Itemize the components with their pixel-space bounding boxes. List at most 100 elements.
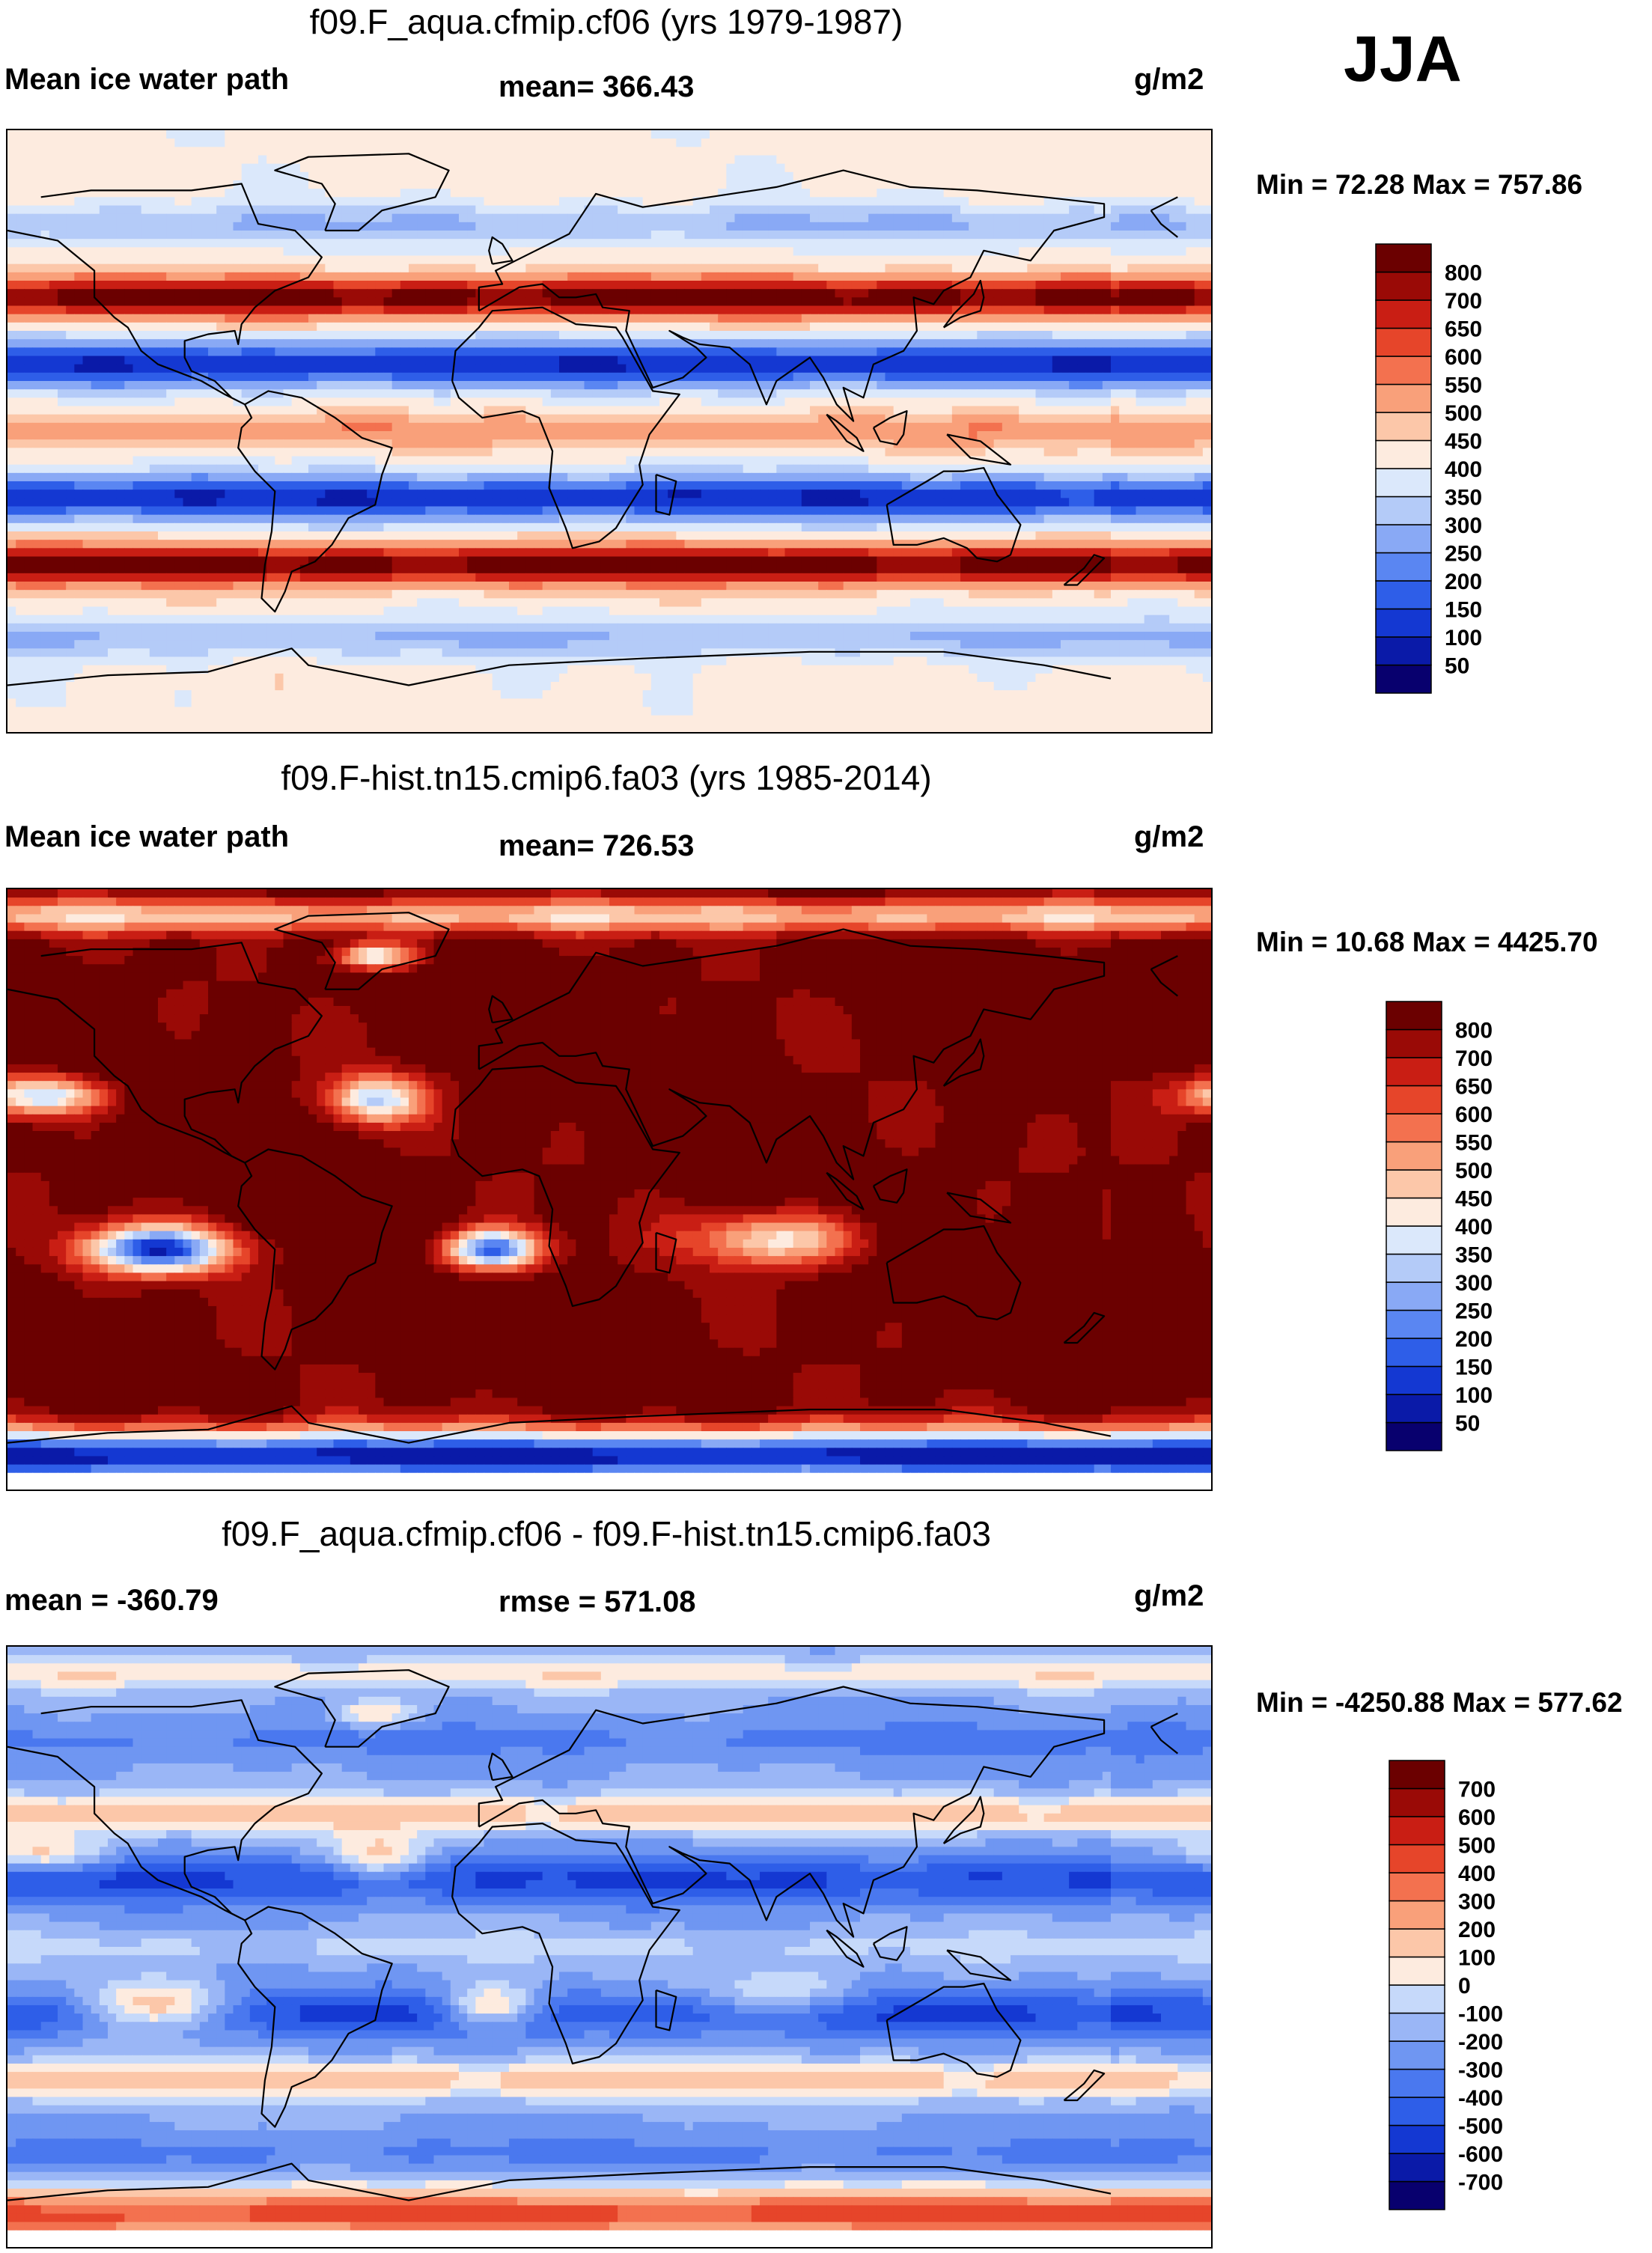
panel-1-title: f09.F_aqua.cfmip.cf06 (yrs 1979-1987) [0, 1, 1213, 42]
panel-3-colorbar-label-8: 100 [1458, 1946, 1496, 1971]
panel-1-colorbar-label-14: 800 [1445, 261, 1482, 286]
panel-1-colorbar-swatch-8 [1375, 439, 1432, 469]
panel-1-colorbar-label-10: 550 [1445, 374, 1482, 398]
panel-3-colorbar-swatch-12 [1389, 1844, 1445, 1874]
panel-2-colorbar-label-2: 150 [1455, 1356, 1493, 1380]
panel-1-colorbar-label-7: 400 [1445, 457, 1482, 482]
panel-3-colorbar-swatch-11 [1389, 1872, 1445, 1902]
panel-2-coastline-8 [826, 1171, 865, 1210]
panel-1-colorbar-label-0: 50 [1445, 654, 1469, 679]
panel-2-colorbar-label-5: 300 [1455, 1271, 1493, 1296]
panel-1-colorbar-swatch-10 [1375, 383, 1432, 413]
panel-2-colorbar-swatch-15 [1386, 1001, 1442, 1031]
panel-3-colorbar-label-14: 700 [1458, 1778, 1496, 1802]
panel-2-coastline-0 [7, 942, 1178, 1164]
panel-2-colorbar-swatch-6 [1386, 1253, 1442, 1283]
panel-3-rmse-label: rmse = 571.08 [499, 1585, 696, 1619]
panel-2-coastlines [7, 912, 1178, 1444]
season-label: JJA [1344, 22, 1462, 97]
panel-1-colorbar-swatch-15 [1375, 243, 1432, 273]
panel-2-mean-label: mean= 726.53 [499, 829, 694, 863]
panel-3-map [6, 1645, 1213, 2249]
panel-1-coastline-9 [946, 433, 1012, 466]
panel-1-coastlines [7, 153, 1178, 686]
panel-3-colorbar-swatch-2 [1389, 2124, 1445, 2154]
panel-2-colorbar-swatch-9 [1386, 1169, 1442, 1199]
panel-1-coastline-2 [237, 390, 393, 613]
panel-3-colorbar-label-6: -100 [1458, 2002, 1503, 2027]
panel-3-coastline-12 [488, 1752, 513, 1781]
panel-1-colorbar-swatch-6 [1375, 496, 1432, 525]
panel-1-colorbar-label-8: 450 [1445, 430, 1482, 454]
panel-1-coastline-11 [1063, 554, 1106, 586]
panel-2-coastline-6 [655, 1231, 677, 1274]
panel-1-coastline-7 [872, 410, 908, 445]
panel-3-coastline-11 [1063, 2069, 1106, 2102]
panel-3-minmax: Min = -4250.88 Max = 577.62 [1256, 1687, 1623, 1719]
panel-1-units-label: g/m2 [1134, 63, 1204, 97]
panel-1-colorbar: 50 100 150 200 250 300 350 400 450 500 550 600 650 70… [1375, 243, 1503, 723]
panel-1-coastline-0 [7, 183, 1178, 406]
panel-2-colorbar-label-13: 700 [1455, 1046, 1493, 1071]
panel-1-coastline-4 [478, 169, 1106, 422]
panel-3-coastline-4 [478, 1686, 1106, 1938]
panel-2-colorbar-swatch-14 [1386, 1028, 1442, 1058]
panel-1-colorbar-swatch-12 [1375, 327, 1432, 357]
panel-1-colorbar-swatch-2 [1375, 608, 1432, 638]
panel-2-colorbar-label-12: 650 [1455, 1075, 1493, 1100]
panel-2-coastline-2 [237, 1148, 393, 1371]
panel-2-colorbar-swatch-0 [1386, 1421, 1442, 1451]
panel-3-coastline-9 [946, 1949, 1012, 1981]
panel-3-colorbar-label-7: 0 [1458, 1974, 1471, 1999]
panel-3-coastline-6 [655, 1989, 677, 2031]
panel-1-colorbar-swatch-4 [1375, 552, 1432, 582]
panel-2-colorbar-label-7: 400 [1455, 1215, 1493, 1240]
panel-1-coastline-12 [488, 236, 513, 265]
panel-2-colorbar-swatch-1 [1386, 1394, 1442, 1424]
panel-1-colorbar-swatch-3 [1375, 580, 1432, 610]
panel-2-colorbar-swatch-12 [1386, 1085, 1442, 1115]
panel-3-colorbar: -700 -600 -500 -400 -300 -200 -100 0 100 200 300 40… [1389, 1760, 1517, 2240]
panel-3-coastline-5 [886, 1982, 1022, 2078]
panel-3-coastline-1 [274, 1669, 450, 1748]
panel-2-coastline-10 [942, 1038, 985, 1087]
panel-1-coastline-13 [7, 647, 1112, 686]
panel-2-colorbar-label-11: 600 [1455, 1103, 1493, 1127]
panel-2-colorbar-swatch-4 [1386, 1309, 1442, 1339]
panel-3-colorbar-swatch-1 [1389, 2153, 1445, 2183]
panel-2-variable-label: Mean ice water path [4, 820, 289, 854]
panel-2-colorbar-label-8: 450 [1455, 1187, 1493, 1212]
panel-1-colorbar-label-12: 650 [1445, 317, 1482, 342]
panel-3-colorbar-label-9: 200 [1458, 1918, 1496, 1942]
panel-2-colorbar: 50 100 150 200 250 300 350 400 450 500 550 600 650 70… [1386, 1001, 1514, 1481]
panel-3-colorbar-swatch-4 [1389, 2068, 1445, 2098]
panel-1-colorbar-swatch-7 [1375, 468, 1432, 498]
panel-2-field-cells [7, 889, 1211, 1490]
panel-2-units-label: g/m2 [1134, 820, 1204, 854]
panel-1-colorbar-label-2: 150 [1445, 598, 1482, 623]
panel-1-colorbar-label-4: 250 [1445, 542, 1482, 567]
panel-1-colorbar-label-9: 500 [1445, 401, 1482, 426]
panel-3-colorbar-swatch-6 [1389, 2012, 1445, 2042]
panel-2-colorbar-label-14: 800 [1455, 1019, 1493, 1043]
panel-2-coastline-3 [451, 1065, 680, 1307]
panel-2-colorbar-label-6: 350 [1455, 1243, 1493, 1268]
panel-1-mean-label: mean= 366.43 [499, 70, 694, 104]
panel-1-coastline-10 [942, 279, 985, 329]
panel-1-colorbar-swatch-5 [1375, 524, 1432, 554]
panel-3-colorbar-label-3: -400 [1458, 2086, 1503, 2111]
panel-3-coastlines [7, 1669, 1178, 2201]
panel-1-variable-label: Mean ice water path [4, 63, 289, 97]
panel-3-colorbar-swatch-13 [1389, 1816, 1445, 1846]
panel-2-coastline-9 [946, 1192, 1012, 1224]
panel-1-colorbar-swatch-9 [1375, 412, 1432, 442]
panel-2-colorbar-swatch-3 [1386, 1338, 1442, 1368]
panel-3-colorbar-swatch-5 [1389, 2040, 1445, 2070]
panel-2-coastline-5 [886, 1225, 1022, 1320]
panel-2-map [6, 888, 1213, 1491]
panel-3-colorbar-swatch-10 [1389, 1900, 1445, 1930]
panel-1-coastline-6 [655, 474, 677, 516]
panel-2-colorbar-label-9: 500 [1455, 1159, 1493, 1183]
panel-2-colorbar-label-10: 550 [1455, 1131, 1493, 1156]
panel-2-colorbar-label-4: 250 [1455, 1299, 1493, 1324]
